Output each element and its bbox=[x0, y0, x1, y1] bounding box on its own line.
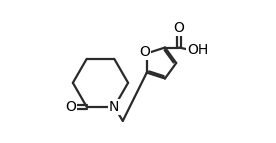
Text: OH: OH bbox=[187, 43, 208, 57]
Text: N: N bbox=[109, 100, 120, 114]
Text: O: O bbox=[65, 100, 76, 114]
Text: O: O bbox=[174, 21, 185, 35]
Text: O: O bbox=[139, 45, 150, 59]
